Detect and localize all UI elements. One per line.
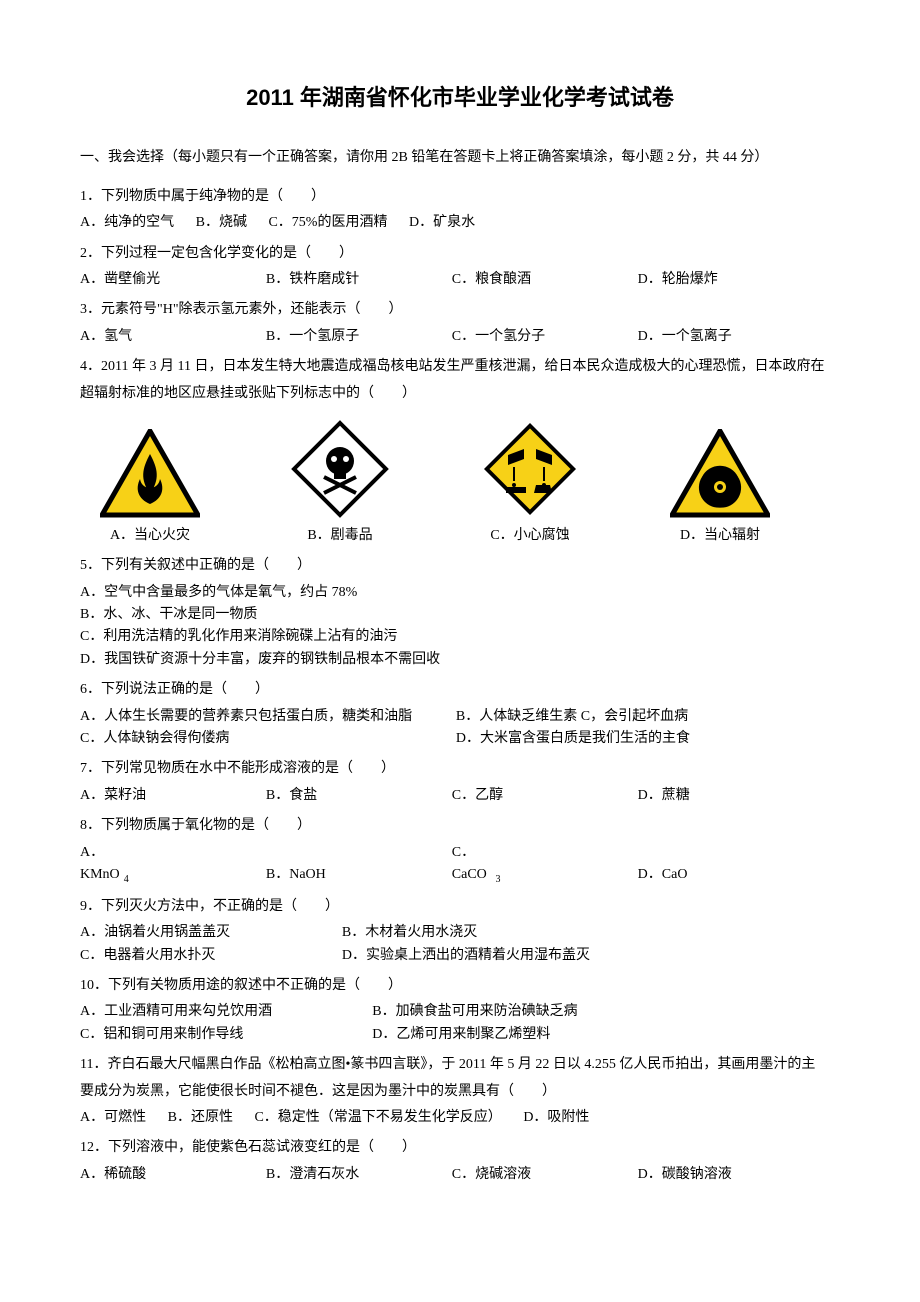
q8-options: A．KMnO4 B．NaOH C．CaCO3 D．CaO: [80, 842, 840, 888]
q6-C: C．人体缺钠会得佝偻病: [80, 728, 452, 750]
q9-C: C．电器着火用水扑灭: [80, 945, 338, 967]
q3-B: B．一个氢原子: [266, 326, 448, 348]
q5-D: D．我国铁矿资源十分丰富，废弃的钢铁制品根本不需回收: [80, 649, 840, 671]
q4-hazard-images: A．当心火灾 B．剧毒品 C．小心腐蚀: [80, 419, 840, 547]
q10-C: C．铝和铜可用来制作导线: [80, 1024, 369, 1046]
q10-A: A．工业酒精可用来勾兑饮用酒: [80, 1001, 369, 1023]
q7-D: D．蔗糖: [638, 785, 820, 807]
q2-C: C．粮食酿酒: [452, 269, 634, 291]
q6-B: B．人体缺乏维生素 C，会引起坏血病: [456, 706, 828, 728]
q9-options: A．油锅着火用锅盖盖灭 B．木材着火用水浇灭 C．电器着火用水扑灭 D．实验桌上…: [80, 922, 840, 967]
toxic-icon: [290, 419, 390, 519]
q8-stem: 8．下列物质属于氧化物的是（ ）: [80, 815, 840, 837]
q1-options: A．纯净的空气 B．烧碱 C．75%的医用酒精 D．矿泉水: [80, 212, 840, 234]
q5-options: A．空气中含量最多的气体是氧气，约占 78% B．水、冰、干冰是同一物质 C．利…: [80, 582, 840, 672]
q2-D: D．轮胎爆炸: [638, 269, 820, 291]
q4-C: C．小心腐蚀: [460, 525, 600, 547]
q5-B: B．水、冰、干冰是同一物质: [80, 604, 840, 626]
q11-options: A．可燃性 B．还原性 C．稳定性（常温下不易发生化学反应） D．吸附性: [80, 1107, 840, 1129]
q8-A: A．KMnO4: [80, 842, 262, 888]
q2-options: A．凿壁偷光 B．铁杵磨成针 C．粮食酿酒 D．轮胎爆炸: [80, 269, 840, 291]
q7-A: A．菜籽油: [80, 785, 262, 807]
q4-img-C: C．小心腐蚀: [460, 419, 600, 547]
q8-B: B．NaOH: [266, 864, 448, 886]
section-instructions: 一、我会选择（每小题只有一个正确答案，请你用 2B 铅笔在答题卡上将正确答案填涂…: [80, 145, 840, 172]
corrosive-icon: [480, 419, 580, 519]
q11-A: A．可燃性: [80, 1107, 146, 1129]
q3-C: C．一个氢分子: [452, 326, 634, 348]
q1-D: D．矿泉水: [409, 212, 475, 234]
q11-B: B．还原性: [168, 1107, 233, 1129]
q4-img-A: A．当心火灾: [80, 429, 220, 547]
q7-C: C．乙醇: [452, 785, 634, 807]
q7-options: A．菜籽油 B．食盐 C．乙醇 D．蔗糖: [80, 785, 840, 807]
q12-D: D．碳酸钠溶液: [638, 1164, 820, 1186]
q12-options: A．稀硫酸 B．澄清石灰水 C．烧碱溶液 D．碳酸钠溶液: [80, 1164, 840, 1186]
q1-A: A．纯净的空气: [80, 212, 174, 234]
q7-B: B．食盐: [266, 785, 448, 807]
q3-stem: 3．元素符号"H"除表示氢元素外，还能表示（ ）: [80, 299, 840, 321]
q4-D: D．当心辐射: [650, 525, 790, 547]
page-title: 2011 年湖南省怀化市毕业学业化学考试试卷: [80, 80, 840, 115]
q10-D: D．乙烯可用来制聚乙烯塑料: [372, 1024, 744, 1046]
q9-A: A．油锅着火用锅盖盖灭: [80, 922, 338, 944]
q2-B: B．铁杵磨成针: [266, 269, 448, 291]
q6-stem: 6．下列说法正确的是（ ）: [80, 679, 840, 701]
q3-options: A．氢气 B．一个氢原子 C．一个氢分子 D．一个氢离子: [80, 326, 840, 348]
q6-A: A．人体生长需要的营养素只包括蛋白质，糖类和油脂: [80, 706, 452, 728]
q12-stem: 12．下列溶液中，能使紫色石蕊试液变红的是（ ）: [80, 1137, 840, 1159]
q8-C: C．CaCO3: [452, 842, 634, 888]
q1-B: B．烧碱: [196, 212, 247, 234]
q3-D: D．一个氢离子: [638, 326, 820, 348]
q7-stem: 7．下列常见物质在水中不能形成溶液的是（ ）: [80, 758, 840, 780]
q2-stem: 2．下列过程一定包含化学变化的是（ ）: [80, 243, 840, 265]
q12-B: B．澄清石灰水: [266, 1164, 448, 1186]
q11-C: C．稳定性（常温下不易发生化学反应）: [254, 1107, 501, 1129]
q10-B: B．加碘食盐可用来防治碘缺乏病: [372, 1001, 744, 1023]
q12-A: A．稀硫酸: [80, 1164, 262, 1186]
q9-B: B．木材着火用水浇灭: [342, 922, 714, 944]
q4-stem-line1: 4．2011 年 3 月 11 日，日本发生特大地震造成福岛核电站发生严重核泄漏…: [80, 356, 840, 378]
q11-stem-line2: 要成分为炭黑，它能使很长时间不褪色．这是因为墨汁中的炭黑具有（ ）: [80, 1081, 840, 1103]
q6-D: D．大米富含蛋白质是我们生活的主食: [456, 728, 828, 750]
q5-A: A．空气中含量最多的气体是氧气，约占 78%: [80, 582, 840, 604]
flammable-icon: [100, 429, 200, 519]
q9-stem: 9．下列灭火方法中，不正确的是（ ）: [80, 896, 840, 918]
q3-A: A．氢气: [80, 326, 262, 348]
q4-B: B．剧毒品: [270, 525, 410, 547]
q10-options: A．工业酒精可用来勾兑饮用酒 B．加碘食盐可用来防治碘缺乏病 C．铝和铜可用来制…: [80, 1001, 840, 1046]
q9-D: D．实验桌上洒出的酒精着火用湿布盖灭: [342, 945, 714, 967]
q1-C: C．75%的医用酒精: [268, 212, 387, 234]
q12-C: C．烧碱溶液: [452, 1164, 634, 1186]
q4-A: A．当心火灾: [80, 525, 220, 547]
q5-stem: 5．下列有关叙述中正确的是（ ）: [80, 555, 840, 577]
q4-stem-line2: 超辐射标准的地区应悬挂或张贴下列标志中的（ ）: [80, 383, 840, 405]
q4-img-D: D．当心辐射: [650, 429, 790, 547]
q5-C: C．利用洗洁精的乳化作用来消除碗碟上沾有的油污: [80, 626, 840, 648]
q11-stem-line1: 11．齐白石最大尺幅黑白作品《松柏高立图•篆书四言联》，于 2011 年 5 月…: [80, 1054, 840, 1076]
q1-stem: 1．下列物质中属于纯净物的是（ ）: [80, 186, 840, 208]
q11-D: D．吸附性: [523, 1107, 589, 1129]
q10-stem: 10．下列有关物质用途的叙述中不正确的是（ ）: [80, 975, 840, 997]
q8-D: D．CaO: [638, 864, 820, 886]
radiation-icon: [670, 429, 770, 519]
q6-options: A．人体生长需要的营养素只包括蛋白质，糖类和油脂 B．人体缺乏维生素 C，会引起…: [80, 706, 840, 751]
q4-img-B: B．剧毒品: [270, 419, 410, 547]
q2-A: A．凿壁偷光: [80, 269, 262, 291]
